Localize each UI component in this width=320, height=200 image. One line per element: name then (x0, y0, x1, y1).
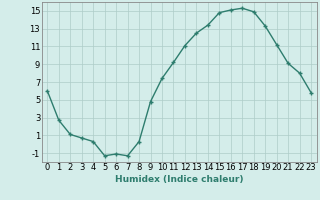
X-axis label: Humidex (Indice chaleur): Humidex (Indice chaleur) (115, 175, 244, 184)
